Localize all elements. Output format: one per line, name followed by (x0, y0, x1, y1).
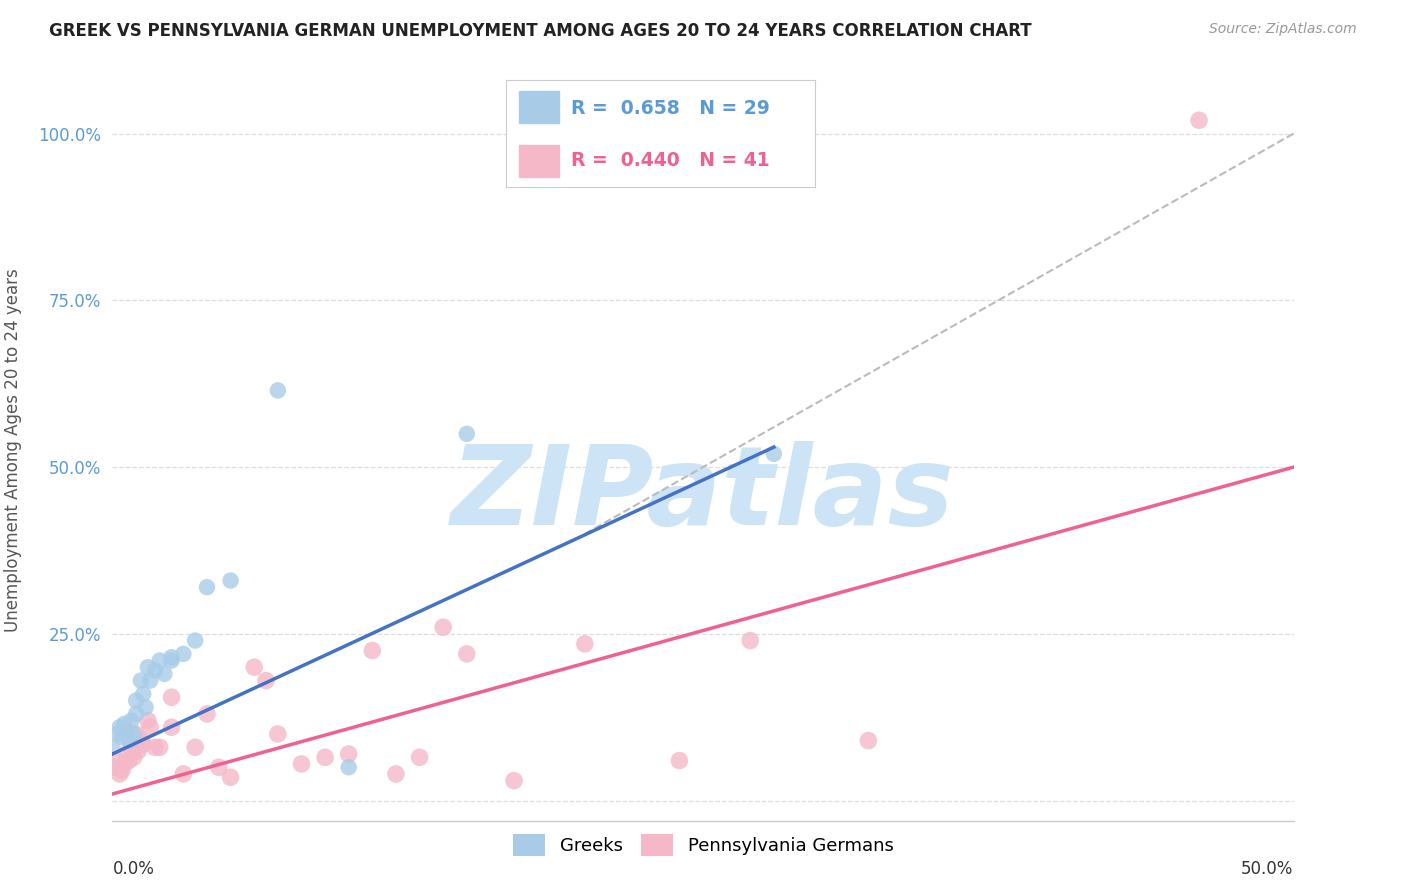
Point (115, 747, 138, 761)
Point (111, 731, 134, 745)
Text: ZIPatlas: ZIPatlas (451, 442, 955, 549)
Point (337, 760, 360, 774)
Point (153, 666, 176, 681)
Point (120, 740, 142, 755)
Point (101, 760, 124, 774)
Point (108, 720, 131, 734)
Point (101, 740, 124, 755)
Text: 0.0%: 0.0% (112, 860, 155, 878)
Point (243, 660, 266, 674)
Point (361, 643, 384, 657)
Point (160, 650, 183, 665)
Point (129, 733, 152, 747)
Point (385, 767, 408, 781)
Bar (519, 91, 558, 123)
Text: 50.0%: 50.0% (1241, 860, 1294, 878)
Point (118, 733, 141, 747)
Bar (519, 145, 558, 177)
Point (172, 647, 194, 661)
Point (143, 664, 166, 678)
Point (125, 693, 148, 707)
Point (111, 764, 134, 778)
Point (160, 690, 183, 705)
Point (132, 687, 155, 701)
Point (503, 773, 526, 788)
Point (408, 750, 430, 764)
Point (122, 727, 145, 741)
Point (184, 633, 207, 648)
Point (135, 700, 157, 714)
Point (139, 673, 162, 688)
Point (125, 706, 148, 721)
Point (314, 750, 336, 764)
Point (129, 673, 152, 688)
Point (115, 723, 138, 738)
Point (740, 633, 762, 648)
Point (172, 767, 194, 781)
Point (762, 447, 785, 461)
Point (105, 754, 128, 768)
Text: GREEK VS PENNSYLVANIA GERMAN UNEMPLOYMENT AMONG AGES 20 TO 24 YEARS CORRELATION : GREEK VS PENNSYLVANIA GERMAN UNEMPLOYMEN… (49, 22, 1032, 40)
Point (108, 767, 131, 781)
Point (267, 727, 290, 741)
Point (267, 384, 290, 398)
Point (120, 714, 142, 728)
Point (136, 714, 159, 728)
Point (112, 717, 135, 731)
Point (118, 754, 141, 768)
Point (219, 770, 242, 784)
Point (139, 720, 162, 734)
Point (290, 756, 312, 771)
Point (668, 754, 690, 768)
Point (337, 747, 360, 761)
Point (160, 720, 183, 734)
Y-axis label: Unemployment Among Ages 20 to 24 years: Unemployment Among Ages 20 to 24 years (4, 268, 21, 632)
Point (1188, 113, 1211, 128)
Point (208, 760, 231, 774)
Point (127, 743, 149, 757)
Point (149, 654, 172, 668)
Point (195, 706, 218, 721)
Point (456, 647, 478, 661)
Point (136, 660, 159, 674)
Point (122, 750, 145, 764)
Point (143, 740, 166, 755)
Point (254, 673, 277, 688)
Point (160, 654, 183, 668)
Point (149, 740, 172, 755)
Text: R =  0.440   N = 41: R = 0.440 N = 41 (571, 151, 769, 170)
Point (219, 574, 242, 588)
Point (858, 733, 880, 747)
Point (432, 620, 454, 634)
Point (195, 580, 218, 594)
Point (574, 637, 596, 651)
Point (125, 727, 148, 741)
Point (112, 756, 135, 771)
Point (456, 426, 478, 441)
Point (105, 727, 128, 741)
Text: R =  0.658   N = 29: R = 0.658 N = 29 (571, 99, 770, 118)
Text: Source: ZipAtlas.com: Source: ZipAtlas.com (1209, 22, 1357, 37)
Point (132, 737, 155, 751)
Legend: Greeks, Pennsylvania Germans: Greeks, Pennsylvania Germans (505, 827, 901, 863)
Point (184, 740, 207, 755)
